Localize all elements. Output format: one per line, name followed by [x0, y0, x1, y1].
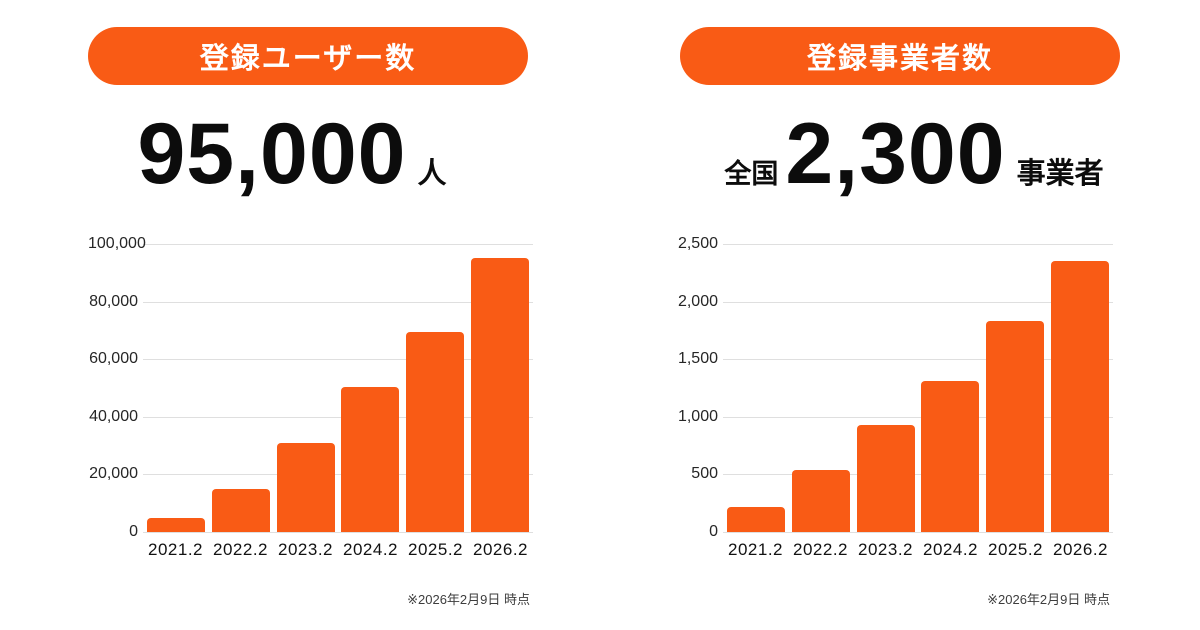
users-badge: 登録ユーザー数: [88, 27, 528, 85]
x-axis-labels: 2021.2 2022.2 2023.2 2024.2 2025.2 2026.2: [723, 540, 1113, 560]
x-axis-tick-label: 2024.2: [923, 540, 978, 559]
x-axis-labels: 2021.2 2022.2 2023.2 2024.2 2025.2 2026.2: [143, 540, 533, 560]
grid-line: [723, 474, 1113, 476]
x-axis-tick-label: 2021.2: [148, 540, 203, 559]
users-bar-chart: 0 20,000 40,000 60,000 80,000 100,000 2021.2 20…: [88, 236, 538, 574]
businesses-headline-prefix: 全国: [724, 159, 779, 189]
x-axis-tick-label: 2022.2: [213, 540, 268, 559]
y-axis-tick-label: 1,000: [677, 407, 718, 425]
x-axis-tick-label: 2025.2: [988, 540, 1043, 559]
businesses-headline-number: 2,300: [785, 106, 1006, 202]
businesses-badge: 登録事業者数: [680, 27, 1120, 85]
bar-2023.2: [856, 424, 915, 532]
x-axis-tick-label: 2022.2: [793, 540, 848, 559]
bar-2022.2: [211, 488, 270, 532]
grid-line: [723, 359, 1113, 361]
registered-businesses-panel: 登録事業者数 全国 2,300 事業者 0 500 1,000 1,500 2,000 2…: [668, 27, 1120, 622]
x-axis-tick-label: 2021.2: [728, 540, 783, 559]
grid-line: [143, 359, 533, 361]
bar-2025.2: [986, 321, 1045, 532]
y-axis-tick-label: 80,000: [89, 292, 138, 310]
bar-2025.2: [406, 331, 465, 532]
x-axis-tick-label: 2025.2: [408, 540, 463, 559]
y-axis-tick-label: 0: [709, 523, 718, 540]
bar-2026.2: [1050, 261, 1109, 532]
x-axis-tick-label: 2026.2: [1053, 540, 1108, 559]
grid-line: [143, 244, 533, 245]
bar-2023.2: [276, 442, 335, 532]
users-badge-label: 登録ユーザー数: [199, 43, 417, 75]
bar-series: [723, 244, 1113, 532]
bar-2021.2: [727, 506, 785, 532]
x-axis-tick-label: 2026.2: [473, 540, 528, 559]
x-axis-tick-label: 2023.2: [278, 540, 333, 559]
y-axis-tick-label: 40,000: [89, 407, 138, 425]
businesses-headline-suffix: 事業者: [1016, 158, 1104, 190]
bar-2021.2: [147, 517, 205, 532]
bar-series: [143, 244, 533, 532]
grid-line: [143, 532, 533, 533]
grid-line: [723, 532, 1113, 533]
bar-2024.2: [341, 386, 400, 532]
registered-users-panel: 登録ユーザー数 95,000 人 0 20,000 40,000 60,000 80,0…: [88, 27, 538, 622]
grid-line: [143, 416, 533, 418]
businesses-badge-label: 登録事業者数: [806, 43, 993, 75]
x-axis-tick-label: 2024.2: [343, 540, 398, 559]
bar-2026.2: [470, 258, 529, 532]
grid-line: [723, 301, 1113, 303]
businesses-footnote: ※2026年2月9日 時点: [987, 592, 1110, 607]
y-axis-tick-label: 500: [691, 465, 718, 483]
users-footnote: ※2026年2月9日 時点: [407, 592, 530, 607]
businesses-bar-chart: 0 500 1,000 1,500 2,000 2,500 2021.2 2022.2 2023…: [668, 236, 1118, 574]
users-headline-suffix: 人: [417, 158, 447, 190]
y-axis-tick-label: 2,500: [677, 235, 718, 252]
y-axis-tick-label: 20,000: [89, 465, 138, 483]
x-axis-tick-label: 2023.2: [858, 540, 913, 559]
users-headline-number: 95,000: [137, 106, 407, 202]
bar-2022.2: [791, 469, 850, 532]
businesses-headline: 全国 2,300 事業者: [689, 111, 1139, 197]
y-axis-tick-label: 60,000: [89, 350, 138, 368]
y-axis-tick-label: 100,000: [88, 235, 146, 252]
y-axis-tick-label: 0: [129, 523, 138, 540]
grid-line: [143, 474, 533, 476]
grid-line: [143, 301, 533, 303]
y-axis-tick-label: 1,500: [677, 350, 718, 368]
grid-line: [723, 244, 1113, 245]
users-headline: 95,000 人: [67, 111, 517, 197]
grid-line: [723, 416, 1113, 418]
y-axis-tick-label: 2,000: [677, 292, 718, 310]
bar-2024.2: [921, 381, 980, 532]
